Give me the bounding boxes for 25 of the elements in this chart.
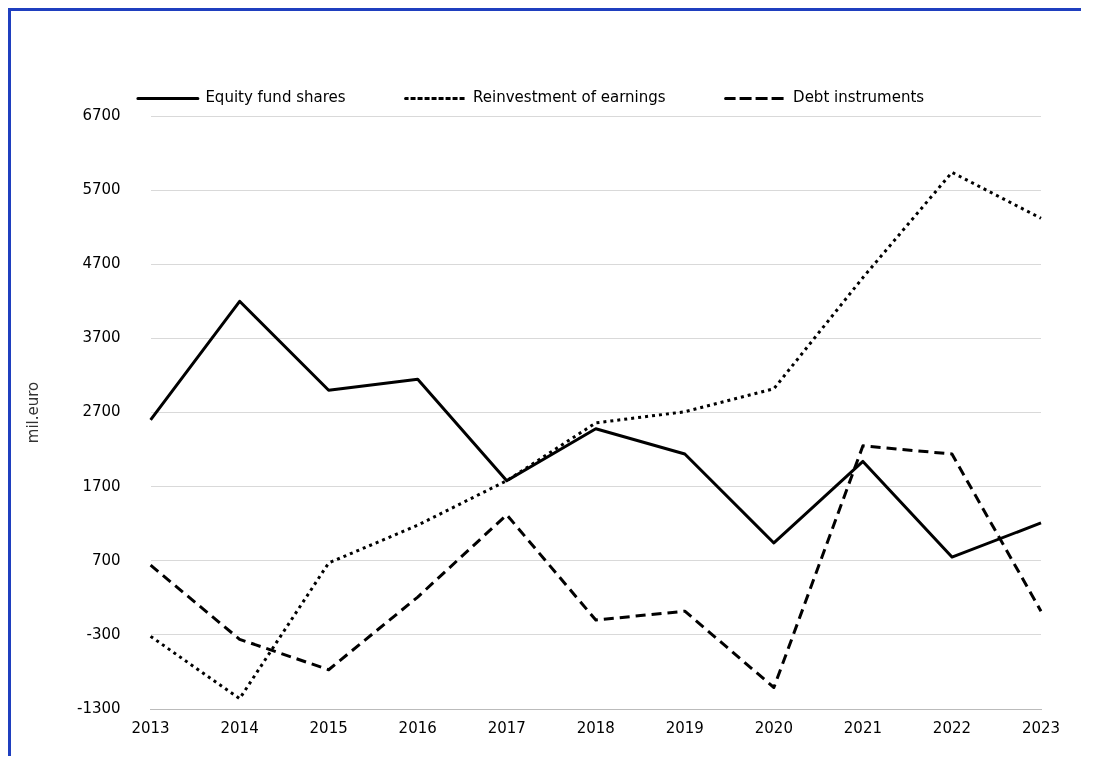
y-tick-label: 4700 <box>82 254 121 273</box>
x-tick-label: 2023 <box>1021 718 1061 737</box>
x-tick-label: 2015 <box>309 718 348 737</box>
y-tick-label: 1700 <box>82 476 121 495</box>
x-tick-label: 2016 <box>398 718 437 737</box>
x-tick-label: 2018 <box>576 718 615 737</box>
x-tick-label: 2021 <box>843 718 883 737</box>
y-tick-label: 700 <box>91 550 121 569</box>
y-tick-label: 6700 <box>82 105 121 124</box>
y-tick-label: 2700 <box>82 402 121 421</box>
y-tick-label: 5700 <box>82 180 121 199</box>
y-tick-label: 3700 <box>82 328 121 347</box>
x-tick-label: 2020 <box>754 718 793 737</box>
x-tick-label: 2017 <box>487 718 526 737</box>
x-tick-label: 2014 <box>220 718 259 737</box>
y-tick-label: -1300 <box>76 698 121 717</box>
line-series <box>149 170 1043 701</box>
y-axis-title: mil.euro <box>23 381 42 444</box>
y-tick-label: -300 <box>86 624 121 643</box>
x-tick-label: 2013 <box>131 718 170 737</box>
legend-label: Equity fund shares <box>205 88 346 107</box>
x-tick-label: 2022 <box>932 718 972 737</box>
legend-label: Debt instruments <box>793 88 925 107</box>
legend-label: Reinvestment of earnings <box>473 88 666 107</box>
x-tick-label: 2019 <box>665 718 704 737</box>
